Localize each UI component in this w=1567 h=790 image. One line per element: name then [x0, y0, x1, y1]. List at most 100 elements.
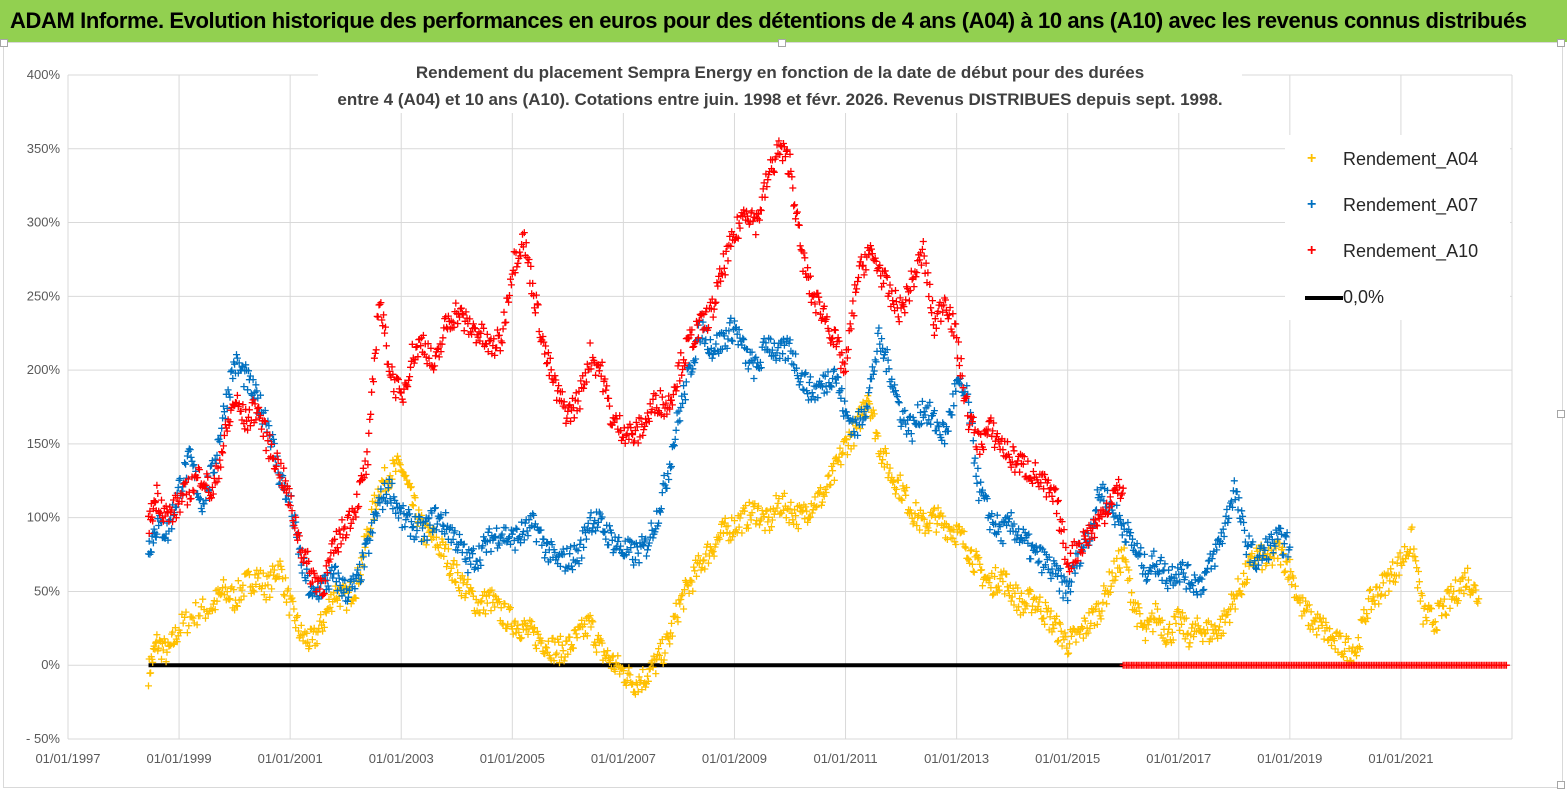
point-a10 — [987, 414, 995, 422]
point-a10 — [1117, 491, 1125, 499]
point-a04 — [666, 640, 674, 648]
resize-handle-mid-right[interactable] — [1557, 410, 1565, 418]
resize-handle-top-left[interactable] — [0, 39, 8, 47]
point-a04 — [822, 489, 830, 496]
point-a10 — [334, 548, 342, 556]
point-a07 — [1093, 486, 1101, 494]
point-a04 — [328, 607, 336, 615]
point-a04 — [288, 594, 296, 602]
point-a04 — [1128, 589, 1136, 597]
point-a04 — [665, 635, 673, 643]
point-a10 — [494, 326, 501, 334]
page-title: ADAM Informe. Evolution historique des p… — [10, 8, 1527, 33]
point-a07 — [1032, 542, 1040, 550]
point-a10 — [649, 395, 657, 403]
point-a07 — [1242, 551, 1250, 558]
point-a07 — [735, 326, 743, 334]
point-a04 — [1304, 622, 1312, 629]
point-a10 — [748, 207, 756, 215]
point-a04 — [885, 469, 893, 477]
point-a10 — [457, 304, 465, 312]
point-a04 — [1243, 575, 1251, 583]
point-a04 — [827, 481, 835, 488]
point-a04 — [869, 406, 877, 414]
point-a07 — [385, 475, 393, 483]
point-a04 — [1384, 569, 1392, 577]
point-a04 — [818, 501, 825, 509]
point-a07 — [1181, 573, 1189, 581]
point-a04 — [655, 645, 663, 653]
point-a04 — [1445, 589, 1453, 597]
resize-handle-bottom-right[interactable] — [1557, 781, 1565, 789]
point-a07 — [1283, 529, 1291, 537]
point-a07 — [1067, 588, 1074, 596]
point-a04 — [438, 535, 446, 543]
point-a04 — [1098, 607, 1106, 615]
point-a04 — [1411, 553, 1419, 561]
point-a04 — [1298, 612, 1306, 620]
point-a10 — [736, 224, 744, 232]
point-a04 — [1462, 583, 1470, 591]
point-a10 — [252, 416, 260, 424]
point-a04 — [1247, 553, 1255, 561]
point-a07 — [1042, 561, 1049, 569]
point-a04 — [989, 591, 997, 599]
point-a04 — [1063, 644, 1071, 652]
point-a04 — [1061, 629, 1069, 637]
point-a07 — [371, 508, 379, 516]
point-a10 — [714, 282, 722, 290]
point-a04 — [1458, 575, 1466, 583]
point-a07 — [1218, 540, 1226, 547]
point-a04 — [457, 592, 465, 600]
point-a04 — [700, 556, 708, 564]
y-tick-label: 300% — [27, 215, 61, 230]
point-a04 — [816, 489, 824, 497]
point-a04 — [477, 598, 485, 606]
point-a10 — [773, 141, 781, 149]
point-a10 — [787, 167, 795, 175]
point-a10 — [577, 377, 585, 385]
point-a04 — [214, 585, 222, 593]
point-a10 — [862, 266, 870, 274]
point-a10 — [919, 238, 927, 245]
point-a07 — [979, 486, 986, 494]
point-a07 — [932, 427, 940, 434]
point-a07 — [665, 476, 673, 483]
point-a07 — [183, 452, 191, 460]
point-a10 — [172, 514, 180, 522]
point-a07 — [1253, 565, 1260, 573]
point-a07 — [578, 554, 586, 562]
point-a07 — [594, 523, 601, 531]
point-a07 — [224, 386, 232, 394]
point-a10 — [560, 398, 568, 406]
point-a04 — [681, 586, 688, 594]
point-a07 — [245, 367, 252, 375]
point-a07 — [186, 446, 194, 454]
point-a07 — [1059, 594, 1067, 602]
point-a07 — [303, 565, 311, 573]
point-a10 — [1104, 509, 1112, 517]
point-a10 — [1009, 443, 1017, 451]
point-a04 — [409, 502, 417, 510]
point-a10 — [575, 387, 583, 395]
point-a10 — [892, 287, 899, 294]
point-a04 — [1220, 607, 1228, 615]
point-a04 — [1190, 633, 1198, 641]
point-a04 — [705, 559, 712, 567]
point-a04 — [564, 650, 572, 658]
point-a10 — [539, 333, 547, 340]
point-a07 — [907, 430, 915, 438]
point-a04 — [179, 619, 187, 627]
point-a10 — [295, 529, 302, 537]
point-a07 — [544, 539, 551, 546]
point-a04 — [912, 499, 920, 507]
point-a10 — [673, 383, 681, 391]
point-a10 — [399, 398, 407, 406]
resize-handle-top-mid[interactable] — [778, 39, 786, 47]
point-a04 — [152, 639, 159, 647]
point-a10 — [832, 343, 840, 351]
point-a04 — [736, 514, 744, 522]
point-a10 — [1054, 497, 1062, 504]
resize-handle-top-right[interactable] — [1557, 39, 1565, 47]
point-a04 — [458, 572, 466, 580]
